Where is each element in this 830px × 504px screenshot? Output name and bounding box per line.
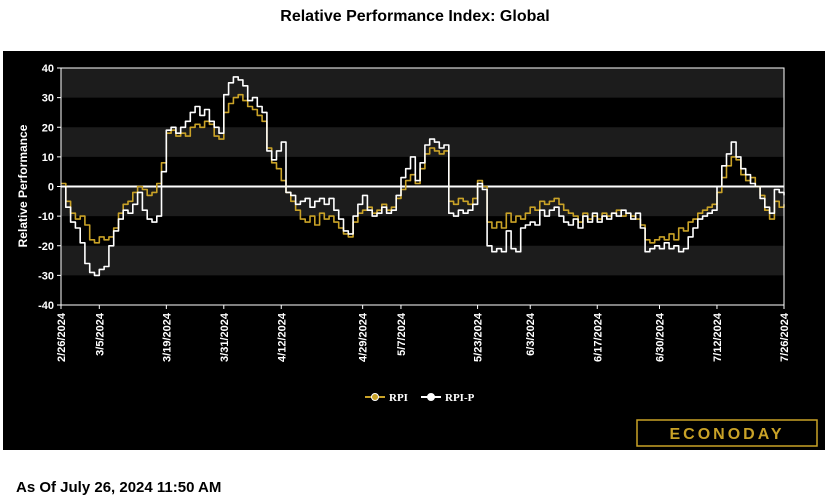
series-line-rpi — [61, 93, 785, 244]
x-axis-ticks: 2/26/2024 3/5/2024 3/19/2024 3/31/2024 4/12/… — [56, 305, 791, 362]
y-tick-label: 30 — [42, 93, 54, 105]
legend-label-rpi: RPI — [389, 392, 408, 404]
y-tick-label: 10 — [42, 152, 54, 164]
chart-panel: -40 -30 -20 -10 0 10 20 30 40 2/26/2024 3/5/2024 3… — [3, 51, 825, 450]
y-tick-label: -40 — [38, 300, 54, 312]
legend-item-rpi-p[interactable]: RPI-P — [421, 392, 475, 404]
legend-marker-rpi — [371, 393, 379, 401]
x-tick-label: 2/26/2024 — [56, 312, 68, 362]
x-tick-label: 5/7/2024 — [396, 312, 408, 356]
plot-band — [61, 127, 784, 157]
x-tick-label: 4/29/2024 — [358, 312, 370, 362]
y-tick-label: 40 — [42, 63, 54, 75]
x-tick-label: 3/31/2024 — [219, 312, 231, 362]
x-tick-label: 6/30/2024 — [655, 312, 667, 362]
y-tick-label: -10 — [38, 211, 54, 223]
legend: RPI RPI-P — [365, 392, 475, 404]
plot-band — [61, 186, 784, 217]
econoday-logo: ECONODAY — [636, 419, 818, 447]
x-tick-label: 3/5/2024 — [94, 312, 106, 356]
y-tick-label: -30 — [38, 270, 54, 282]
rpi-chart: -40 -30 -20 -10 0 10 20 30 40 2/26/2024 3/5/2024 3… — [16, 63, 818, 447]
x-tick-label: 4/12/2024 — [276, 312, 288, 362]
legend-marker-rpi-p — [427, 393, 435, 401]
y-tick-label: 0 — [48, 182, 54, 194]
econoday-logo-text: ECONODAY — [670, 426, 785, 443]
x-tick-label: 6/3/2024 — [525, 312, 537, 356]
legend-item-rpi[interactable]: RPI — [365, 392, 408, 404]
y-tick-label: 20 — [42, 122, 54, 134]
y-tick-label: -20 — [38, 241, 54, 253]
x-tick-label: 7/26/2024 — [779, 312, 791, 362]
chart-title: Relative Performance Index: Global — [280, 8, 550, 25]
legend-label-rpi-p: RPI-P — [445, 392, 475, 404]
x-tick-label: 5/23/2024 — [473, 312, 485, 362]
x-tick-label: 7/12/2024 — [712, 312, 724, 362]
plot-band — [61, 68, 784, 98]
series-lines — [61, 76, 785, 277]
x-tick-label: 6/17/2024 — [592, 312, 604, 362]
x-tick-label: 3/19/2024 — [161, 312, 173, 362]
as-of-timestamp: As Of July 26, 2024 11:50 AM — [16, 479, 222, 496]
plot-band — [61, 245, 784, 276]
y-axis-ticks: -40 -30 -20 -10 0 10 20 30 40 — [38, 63, 61, 312]
y-axis-label: Relative Performance — [16, 124, 30, 247]
series-line-rpi-p — [61, 76, 785, 277]
